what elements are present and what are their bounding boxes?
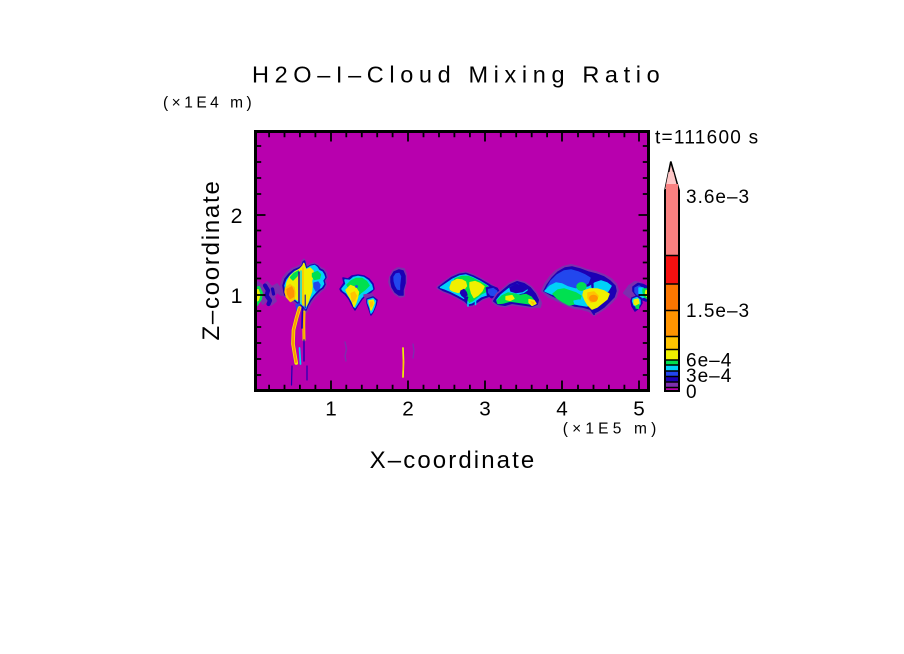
svg-text:Z–coordinate: Z–coordinate bbox=[198, 179, 225, 340]
svg-text:1: 1 bbox=[231, 284, 243, 308]
svg-text:1.5e–3: 1.5e–3 bbox=[686, 301, 750, 322]
svg-text:0: 0 bbox=[686, 382, 698, 403]
svg-text:4: 4 bbox=[556, 398, 568, 421]
svg-text:t=111600 s: t=111600 s bbox=[655, 128, 759, 149]
svg-text:3.6e–3: 3.6e–3 bbox=[686, 187, 750, 208]
svg-text:2: 2 bbox=[231, 204, 243, 228]
svg-text:(×1E5 m): (×1E5 m) bbox=[563, 421, 661, 438]
svg-text:3e–4: 3e–4 bbox=[686, 366, 732, 387]
svg-text:6e–4: 6e–4 bbox=[686, 351, 732, 372]
svg-text:(×1E4 m): (×1E4 m) bbox=[163, 95, 255, 112]
svg-text:2: 2 bbox=[402, 398, 414, 421]
svg-text:1: 1 bbox=[325, 398, 337, 421]
svg-text:X–coordinate: X–coordinate bbox=[370, 447, 537, 474]
svg-text:3: 3 bbox=[479, 398, 491, 421]
svg-text:5: 5 bbox=[633, 398, 645, 421]
svg-text:H2O–I–Cloud Mixing Ratio: H2O–I–Cloud Mixing Ratio bbox=[252, 62, 665, 88]
